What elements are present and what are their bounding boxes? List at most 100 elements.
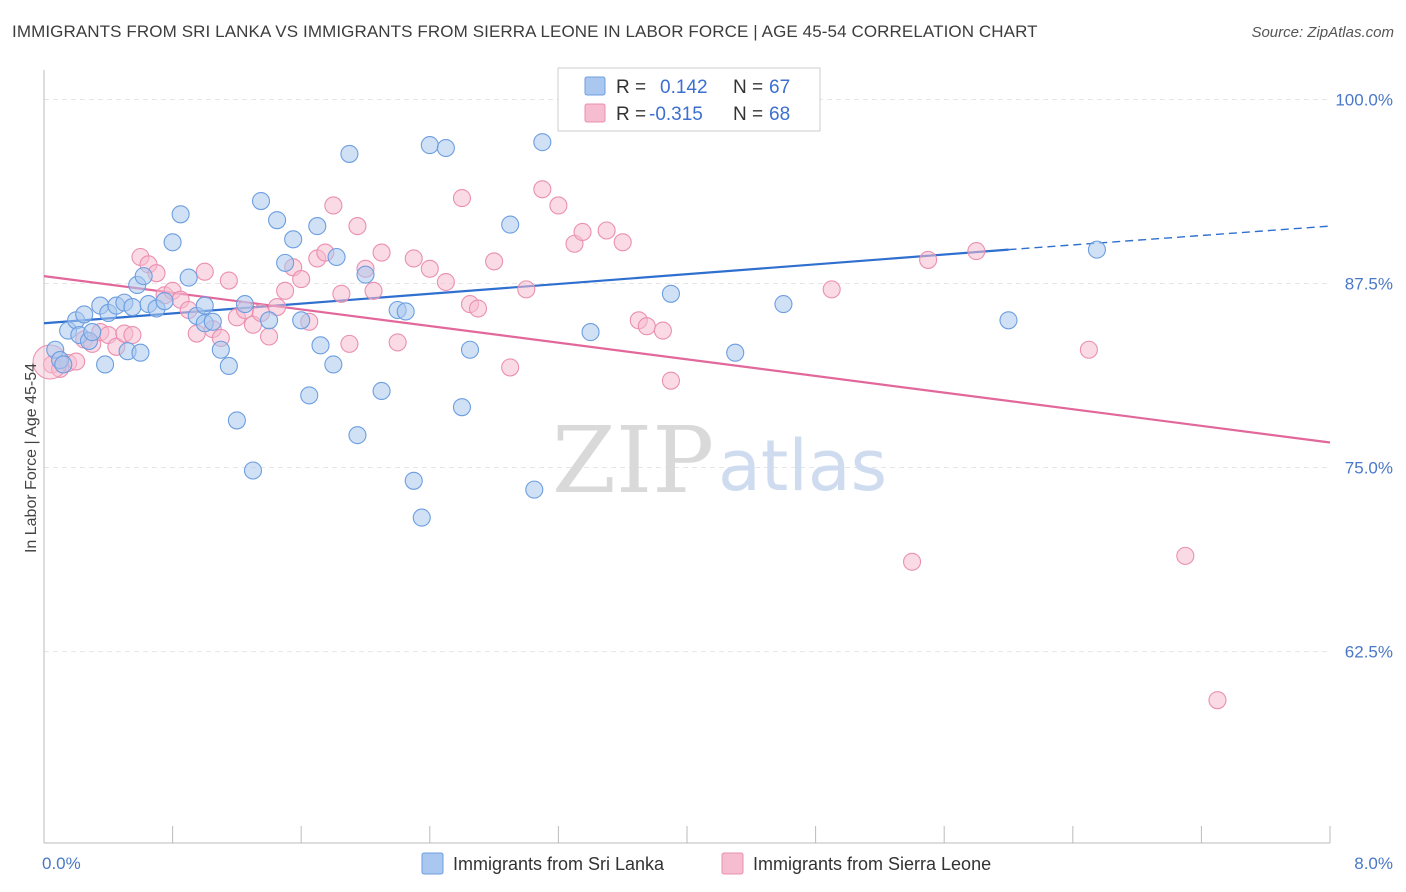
data-point-pink-52	[533, 180, 552, 199]
data-point-pink-51	[517, 280, 536, 299]
data-point-blue-27	[227, 411, 246, 430]
legend-r-value-1: 0.142	[660, 77, 708, 98]
data-point-pink-64	[919, 250, 938, 269]
data-point-blue-54	[525, 480, 544, 499]
data-point-pink-48	[468, 299, 488, 318]
data-point-blue-18	[155, 292, 174, 311]
data-point-blue-38	[311, 336, 330, 355]
data-point-pink-44	[420, 259, 439, 278]
data-point-blue-41	[340, 144, 359, 163]
data-point-blue-62	[1087, 240, 1106, 259]
data-point-pink-36	[332, 284, 351, 303]
data-point-blue-56	[581, 323, 600, 342]
data-point-blue-25	[211, 340, 230, 359]
legend-swatch-pink	[584, 103, 606, 123]
data-point-pink-35	[324, 196, 343, 215]
legend-r-label-1: R =	[616, 77, 646, 98]
data-point-pink-65	[967, 242, 986, 261]
legend-swatch-blue	[584, 76, 606, 96]
data-point-blue-53	[501, 215, 520, 234]
legend-r-label-2: R =	[616, 104, 646, 125]
gridlines	[44, 98, 1330, 653]
series-legend-swatch-sierra-leone	[721, 852, 744, 875]
data-point-blue-13	[123, 298, 142, 317]
data-point-pink-45	[436, 272, 455, 292]
y-tick-label-3: 62.5%	[1345, 643, 1393, 662]
series-legend: Immigrants from Sri Lanka Immigrants fro…	[421, 852, 991, 875]
data-point-blue-28	[235, 295, 254, 314]
x-tick-label-0: 0.0%	[42, 854, 81, 873]
y-tick-labels: 100.0% 87.5% 75.0% 62.5%	[1335, 90, 1393, 661]
data-point-blue-39	[324, 355, 343, 374]
data-point-blue-40	[327, 247, 346, 267]
data-point-blue-20	[171, 205, 190, 224]
data-point-pink-63	[902, 552, 922, 571]
data-point-pink-27	[259, 327, 279, 346]
axes	[43, 70, 1331, 844]
data-point-pink-57	[613, 233, 632, 252]
data-point-blue-42	[348, 426, 367, 445]
data-point-blue-30	[251, 191, 271, 211]
legend-n-value-1: 67	[769, 77, 790, 98]
data-point-blue-8	[83, 323, 102, 342]
data-point-blue-64	[131, 343, 150, 362]
data-point-blue-29	[243, 461, 263, 480]
data-point-pink-37	[340, 334, 359, 353]
data-point-pink-49	[485, 252, 504, 271]
data-point-blue-35	[292, 311, 311, 330]
data-point-blue-50	[436, 138, 455, 158]
y-axis-label: In Labor Force | Age 45-54	[23, 363, 40, 553]
data-point-pink-10	[123, 325, 142, 345]
chart-source: Source: ZipAtlas.com	[1251, 24, 1394, 41]
data-point-blue-19	[163, 233, 182, 252]
data-point-blue-37	[308, 217, 327, 236]
legend-n-label-2: N =	[733, 104, 763, 125]
data-point-pink-60	[653, 321, 672, 340]
data-point-blue-66	[195, 296, 214, 315]
series-sri-lanka-points	[46, 90, 1106, 527]
data-point-pink-28	[268, 298, 287, 317]
y-tick-label-1: 87.5%	[1345, 274, 1393, 293]
data-point-blue-58	[661, 284, 680, 303]
data-point-blue-46	[396, 302, 415, 321]
data-point-blue-2	[54, 355, 73, 374]
series-legend-label-sri-lanka: Immigrants from Sri Lanka	[453, 854, 665, 874]
trend-line-extension-blue	[1008, 225, 1331, 251]
y-tick-label-0: 100.0%	[1335, 90, 1393, 109]
data-point-pink-62	[822, 280, 841, 299]
data-point-pink-38	[348, 217, 367, 236]
data-point-pink-46	[452, 189, 472, 208]
data-point-pink-67	[1176, 546, 1195, 565]
data-point-blue-65	[96, 355, 115, 374]
series-legend-swatch-sri-lanka	[421, 852, 444, 875]
chart-title: IMMIGRANTS FROM SRI LANKA VS IMMIGRANTS …	[12, 22, 1038, 41]
data-point-blue-33	[276, 253, 295, 272]
data-point-blue-15	[134, 267, 153, 286]
legend-n-label-1: N =	[733, 77, 763, 98]
data-point-pink-59	[637, 317, 656, 336]
trend-line-pink	[43, 275, 1331, 444]
data-point-pink-41	[372, 243, 391, 262]
x-tick-label-1: 8.0%	[1354, 854, 1393, 873]
data-point-blue-44	[372, 381, 391, 401]
data-point-pink-22	[219, 271, 238, 290]
data-point-blue-36	[300, 386, 319, 405]
data-point-blue-48	[412, 508, 431, 527]
data-point-blue-24	[203, 312, 222, 331]
data-point-pink-56	[597, 221, 616, 240]
data-point-blue-55	[533, 133, 552, 152]
data-point-blue-26	[219, 356, 238, 375]
y-tick-label-2: 75.0%	[1345, 459, 1393, 478]
data-point-blue-49	[420, 136, 439, 155]
data-point-pink-66	[1079, 340, 1098, 359]
data-point-pink-50	[501, 358, 520, 377]
legend-n-value-2: 68	[769, 104, 790, 125]
data-point-pink-53	[549, 196, 568, 215]
data-point-blue-43	[356, 265, 375, 284]
data-point-pink-68	[1208, 691, 1227, 710]
data-point-blue-61	[999, 311, 1018, 330]
data-point-blue-6	[75, 305, 94, 324]
data-point-blue-51	[452, 398, 472, 417]
data-point-pink-61	[661, 371, 680, 390]
